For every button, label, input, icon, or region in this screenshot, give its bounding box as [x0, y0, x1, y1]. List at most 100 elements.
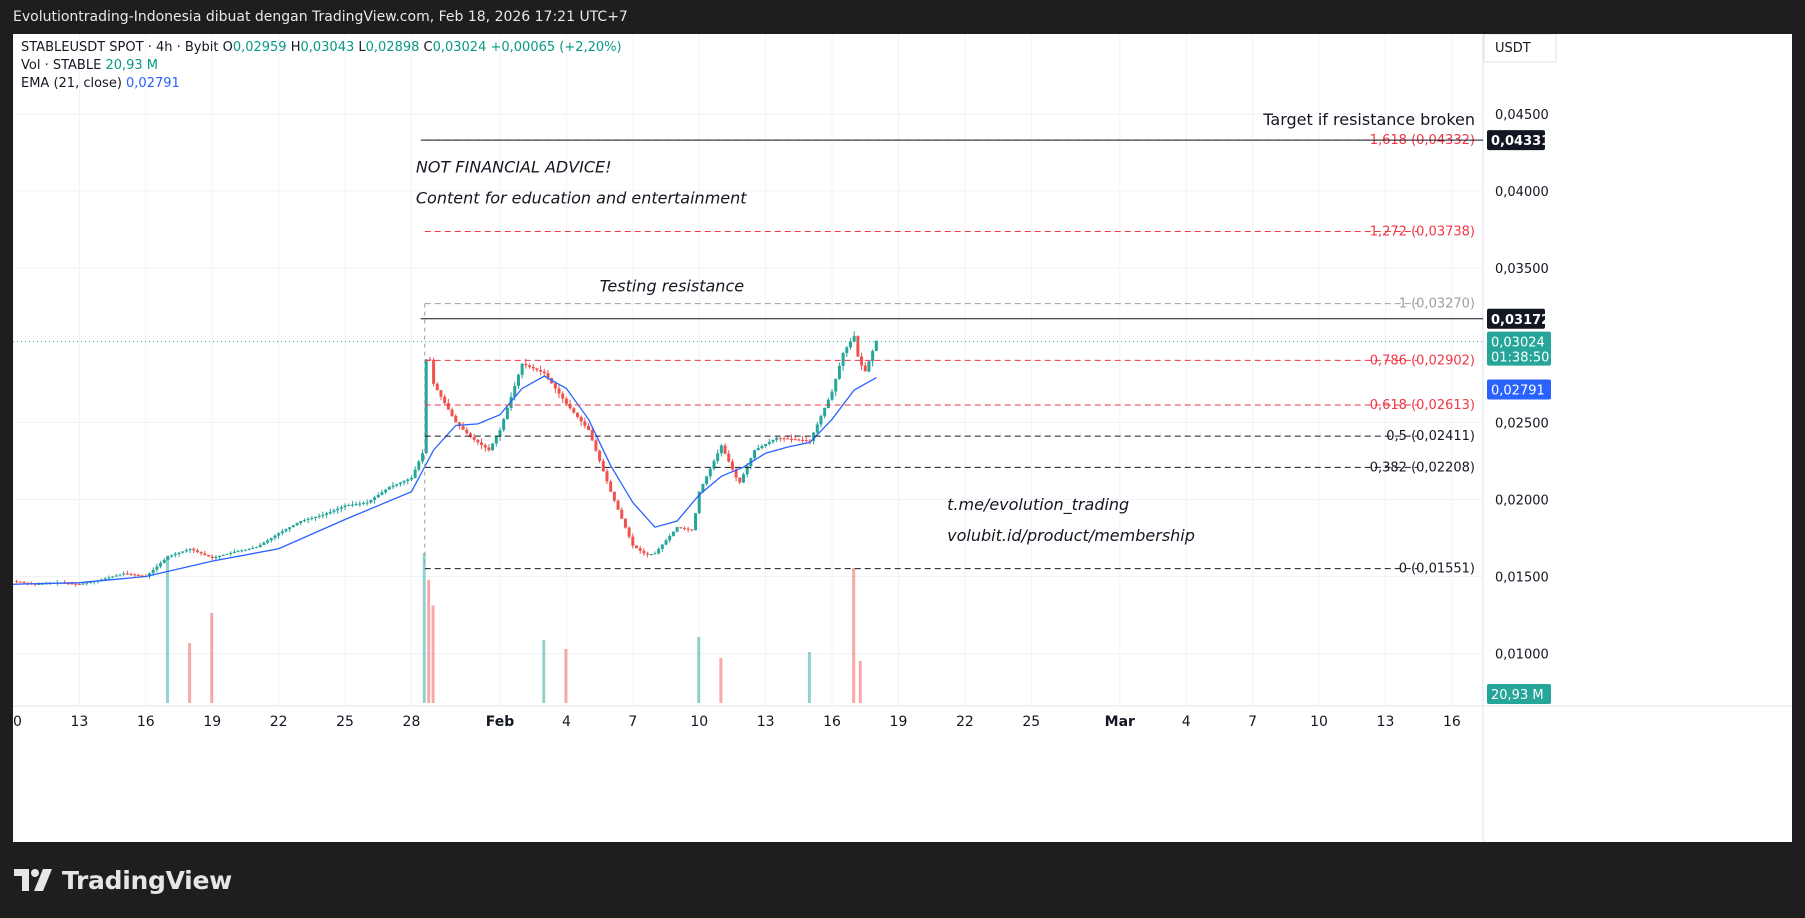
candle-body [70, 583, 74, 585]
price-label-text: 0,04331 [1491, 134, 1550, 149]
candle-body [494, 436, 498, 444]
candle-body [376, 494, 380, 498]
candle-body [856, 336, 860, 357]
candle-body [778, 437, 782, 439]
candle-body [572, 408, 576, 413]
candle-body [516, 374, 520, 386]
candle-body [207, 554, 211, 557]
price-axis-tick: 0,01500 [1495, 571, 1549, 586]
candle-body [107, 577, 111, 579]
candle-body [151, 569, 155, 574]
price-badge [1487, 331, 1551, 366]
candle-body [476, 439, 480, 443]
candle-body [391, 485, 395, 488]
candle-body [583, 421, 587, 426]
candle-body [638, 548, 642, 551]
candle-body [841, 353, 845, 366]
candle-body [863, 365, 867, 372]
candle-body [819, 416, 823, 425]
candle-body [719, 445, 723, 454]
candle-body [694, 513, 698, 531]
chart-svg[interactable]: 1,618 (0,04332)1,272 (0,03738)1 (0,03270… [4, 33, 1792, 842]
candle-body [727, 453, 731, 462]
candle-body [505, 407, 509, 420]
candle-body [210, 556, 214, 559]
candle-body [797, 439, 801, 441]
candle-body [166, 556, 170, 560]
candle-body [804, 440, 808, 442]
time-axis-tick: 4 [562, 714, 571, 730]
candle-body [432, 359, 436, 384]
candle-body [373, 497, 377, 500]
candle-body [686, 528, 690, 530]
candle-body [660, 544, 664, 550]
candle-body [343, 505, 347, 508]
volume-bar [858, 661, 862, 703]
candle-body [184, 550, 188, 552]
candle-body [738, 477, 742, 483]
candle-body [649, 554, 653, 556]
chart-annotation: volubit.id/product/membership [947, 526, 1195, 545]
candle-body [627, 527, 631, 537]
candle-body [531, 366, 535, 369]
candle-body [122, 573, 126, 575]
candle-body [705, 476, 709, 485]
candle-body [266, 540, 270, 543]
candle-body [221, 554, 225, 556]
candle-body [823, 407, 827, 417]
candle-body [598, 450, 602, 461]
fib-level-label: 0 (0,01551) [1399, 562, 1475, 577]
candle-body [756, 448, 760, 451]
candle-body [409, 477, 413, 480]
candle-body [162, 559, 166, 564]
candle-body [336, 508, 340, 511]
candle-body [18, 581, 22, 583]
candle-body [609, 481, 613, 492]
candle-body [192, 548, 196, 551]
candle-body [328, 511, 332, 514]
candle-body [664, 540, 668, 545]
candle-body [742, 474, 745, 483]
candle-body [782, 438, 786, 440]
time-axis-tick: 25 [336, 714, 354, 730]
candle-body [280, 531, 284, 534]
candle-body [716, 453, 720, 461]
candle-body [347, 505, 351, 507]
candle-body [321, 514, 325, 516]
price-badge [1487, 379, 1551, 400]
candle-body [443, 396, 447, 404]
candle-body [701, 484, 705, 492]
candle-body [218, 555, 222, 557]
volume-bar [852, 568, 856, 703]
candle-body [413, 469, 417, 478]
candle-body [675, 527, 679, 532]
candle-body [502, 419, 506, 431]
candle-body [871, 350, 875, 362]
candle-body [269, 537, 273, 541]
price-badge-text: 0,03024 [1491, 336, 1545, 351]
candle-body [697, 491, 701, 514]
candle-body [587, 425, 591, 431]
candle-body [520, 363, 524, 375]
candle-body [616, 500, 620, 510]
candle-body [384, 489, 388, 493]
candle-body [826, 399, 830, 408]
time-axis-tick: 19 [890, 714, 908, 730]
currency-button[interactable] [1483, 33, 1557, 63]
candle-body [247, 548, 251, 550]
candle-body [203, 553, 207, 555]
candle-body [177, 552, 181, 554]
candle-body [81, 583, 85, 585]
candle-body [243, 549, 247, 551]
candle-body [37, 583, 41, 585]
candle-body [775, 437, 779, 440]
volume-bar [719, 658, 723, 703]
tradingview-logo-icon [14, 869, 52, 891]
candle-body [277, 533, 281, 536]
candle-body [830, 391, 834, 400]
candle-body [480, 442, 484, 445]
candle-body [789, 438, 793, 440]
candle-body [288, 527, 292, 530]
candle-body [837, 365, 841, 379]
tradingview-brand: TradingView [62, 865, 232, 895]
